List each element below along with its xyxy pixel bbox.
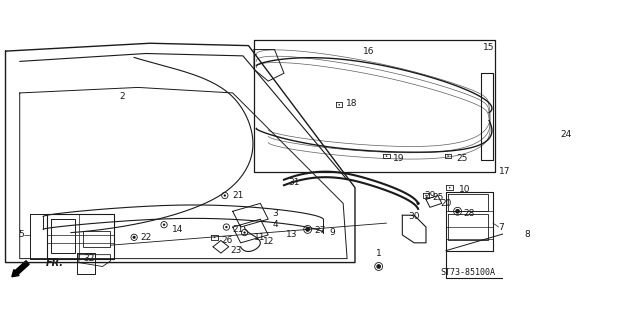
Text: 15: 15 [483,44,495,52]
Text: 7: 7 [499,222,505,232]
Circle shape [519,221,523,226]
Text: 30: 30 [408,212,420,221]
Circle shape [426,195,427,196]
Text: 23: 23 [231,246,241,255]
Circle shape [214,236,215,238]
Text: 32: 32 [83,254,94,263]
Text: 21: 21 [233,191,244,200]
Text: ST73-85100A: ST73-85100A [440,268,496,277]
Text: 3: 3 [272,209,278,218]
Text: 28: 28 [464,209,475,218]
Text: 20: 20 [440,199,452,208]
Circle shape [338,104,340,106]
Text: 4: 4 [272,220,278,229]
Text: 26: 26 [221,236,233,245]
Circle shape [163,223,165,226]
Text: 2: 2 [120,92,125,101]
Text: 8: 8 [525,230,531,239]
Circle shape [243,231,246,234]
Text: 14: 14 [172,225,183,234]
Text: 17: 17 [499,167,510,176]
Text: 6: 6 [636,270,637,279]
Circle shape [447,155,449,157]
Circle shape [552,132,553,133]
Text: 5: 5 [18,230,24,239]
Circle shape [305,227,310,232]
Circle shape [376,264,381,269]
Text: 25: 25 [433,193,444,202]
Text: 22: 22 [140,233,152,242]
Circle shape [132,236,136,239]
Text: 1: 1 [376,249,382,258]
Text: 13: 13 [285,230,297,239]
Circle shape [417,202,420,205]
Circle shape [386,155,387,157]
Text: 18: 18 [345,99,357,108]
Text: 16: 16 [363,47,375,56]
Text: FR.: FR. [46,258,64,268]
Circle shape [225,226,227,228]
Text: 9: 9 [330,228,336,237]
Text: 29: 29 [424,191,436,200]
Text: 21: 21 [233,225,244,234]
Text: 31: 31 [288,178,299,187]
Circle shape [449,187,450,188]
Text: 24: 24 [560,130,571,139]
Text: 12: 12 [262,237,274,246]
Text: 27: 27 [314,227,326,236]
Text: 19: 19 [393,154,404,163]
FancyArrow shape [12,261,29,277]
Text: 10: 10 [459,186,471,195]
Circle shape [455,209,460,214]
Text: 25: 25 [456,154,468,163]
Text: 11: 11 [254,233,266,242]
Circle shape [224,194,226,197]
